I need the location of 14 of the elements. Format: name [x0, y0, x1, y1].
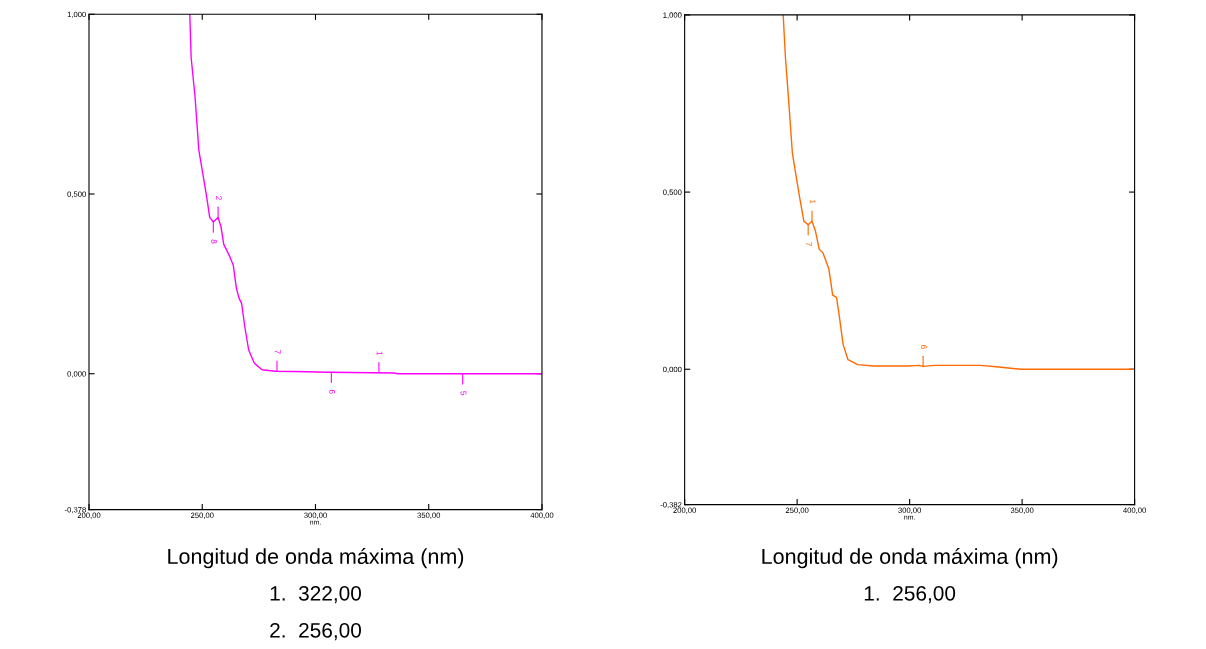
text: 1. 256,00 [864, 585, 956, 604]
annotation: 6 [920, 345, 927, 349]
text: Longitud de onda máxima (nm) [168, 547, 464, 569]
annotation: 7 [806, 242, 812, 247]
annotation: 5 [460, 391, 467, 396]
annotation: 1 [376, 351, 383, 356]
text: 1. 322,00 [270, 585, 362, 604]
annotation: 8 [211, 239, 218, 244]
annotation: 2 [215, 196, 222, 200]
annotation: 1 [809, 200, 816, 204]
annotation: 7 [274, 349, 281, 354]
text: 2. 256,00 [270, 622, 362, 641]
annotation: 6 [329, 389, 336, 394]
text: Longitud de onda máxima (nm) [762, 547, 1058, 569]
